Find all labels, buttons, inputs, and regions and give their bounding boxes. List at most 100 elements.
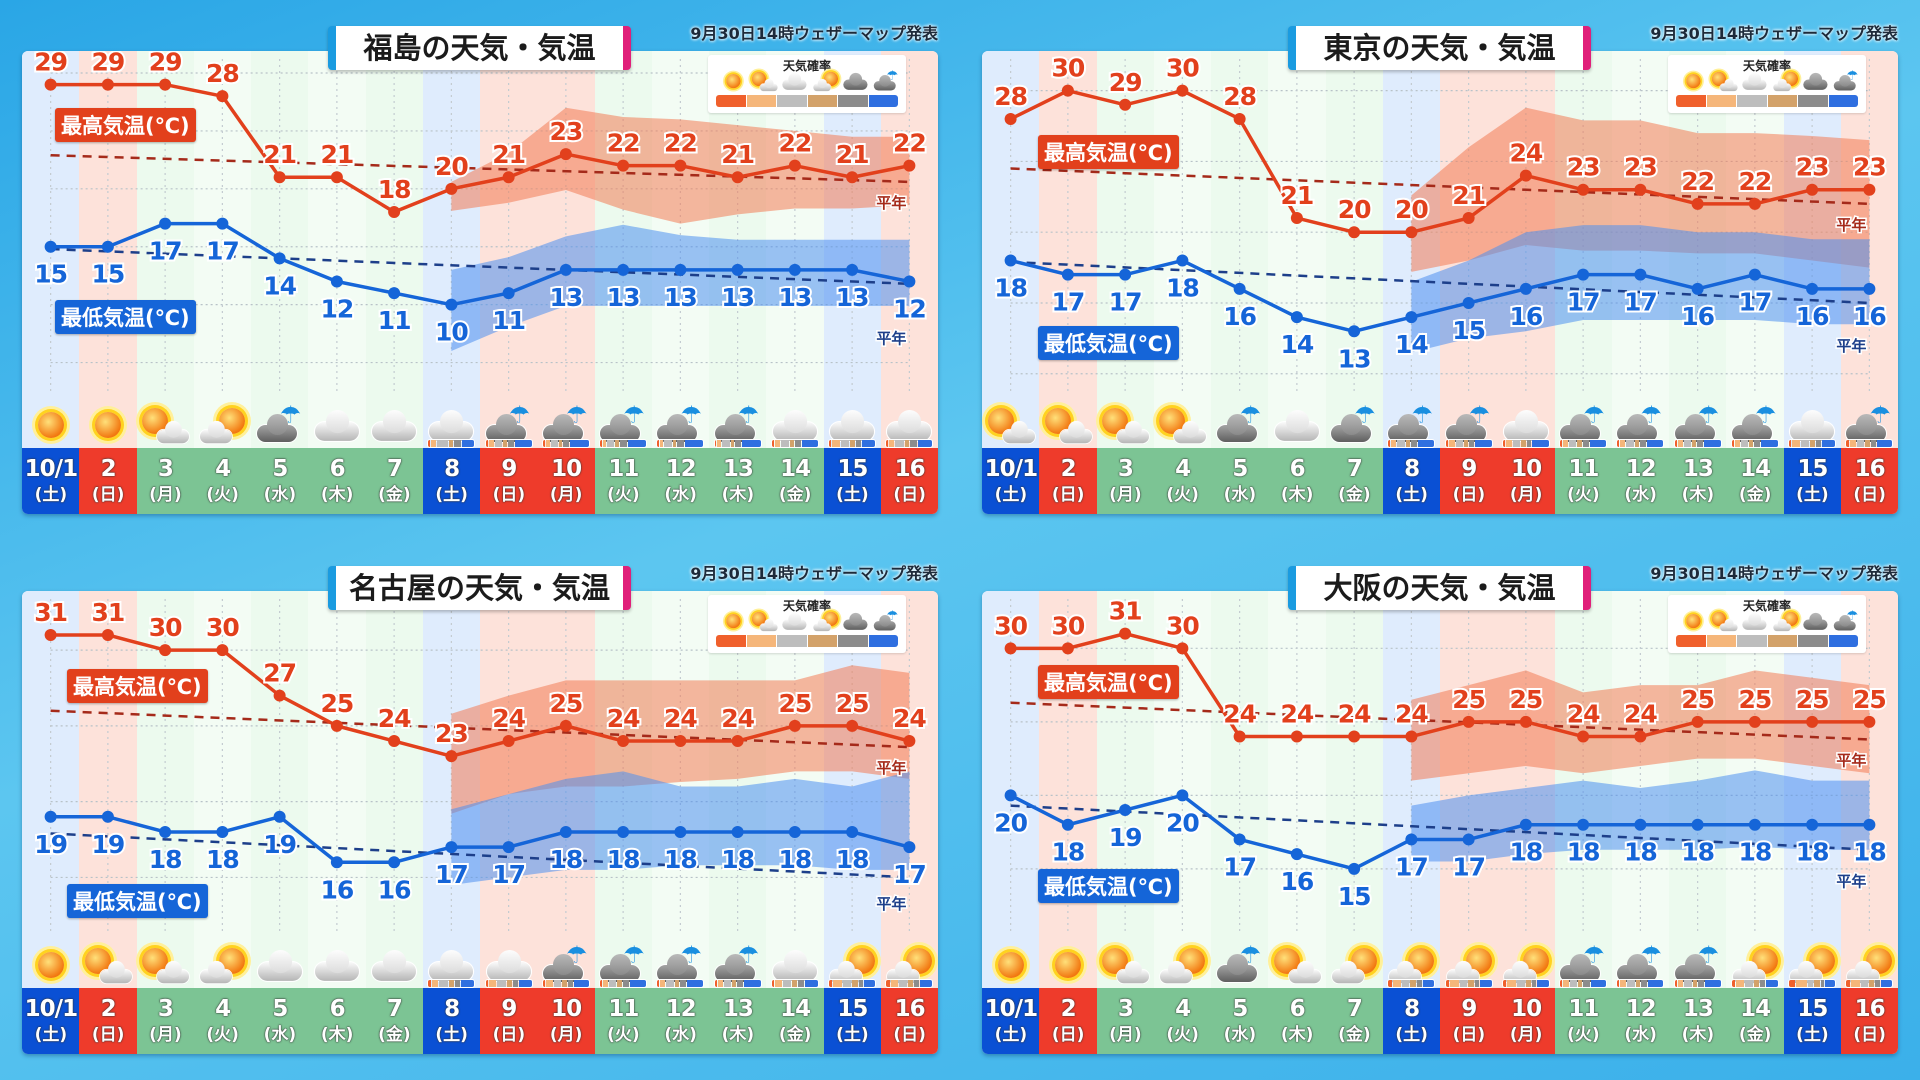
weather-icon-cloud-sun (1326, 943, 1382, 987)
high-temp-line (1009, 88, 1870, 234)
weather-icon-rain: ☂ (1326, 403, 1382, 447)
issued-time: 9月30日14時ウェザーマップ発表 (690, 24, 938, 43)
date-cell: 4 (火) (193, 988, 252, 1054)
date-number: 10/1 (984, 456, 1038, 482)
chart-card: 平年 平年 28 30 29 30 28 21 20 20 21 24 23 23 22 22 23 23 18 17… (982, 51, 1898, 514)
high-temp-point (330, 171, 343, 184)
date-number: 9 (501, 456, 517, 482)
probability-segment-sun-cloud (775, 980, 782, 987)
date-number: 2 (1060, 456, 1077, 482)
date-weekday: (土) (1395, 485, 1428, 505)
low-temp-point (1004, 789, 1017, 802)
low-temp-label: 16 (320, 875, 353, 904)
high-temp-point (1119, 98, 1132, 111)
umbrella-icon: ☂ (1869, 401, 1891, 429)
date-number: 11 (608, 456, 639, 482)
cloud-icon (1719, 618, 1738, 632)
date-cell: 10/1 (土) (982, 448, 1040, 514)
rain-cloud-icon (600, 954, 641, 982)
high-temp-point (101, 628, 114, 641)
sun-icon (1711, 611, 1726, 627)
legend-swatch-cloud (777, 95, 807, 107)
date-cell: 5 (水) (1211, 988, 1269, 1054)
legend-icon-rain: ☂ (871, 69, 898, 91)
sun-icon (1044, 408, 1071, 434)
high-temp-point (1405, 730, 1418, 743)
high-temp-point (388, 205, 401, 218)
date-cell: 11 (火) (594, 448, 653, 514)
cloud-icon (200, 960, 233, 984)
cloud-icon (1446, 960, 1479, 984)
high-temp-label: 23 (1853, 153, 1886, 182)
date-cell: 6 (木) (308, 988, 366, 1054)
high-temp-point (44, 628, 57, 641)
date-cell: 2 (日) (1039, 448, 1097, 514)
day-column-bg (365, 51, 424, 448)
probability-segment-sun (1789, 980, 1796, 987)
probability-segment-cloud (1569, 440, 1577, 447)
probability-segment-sun (600, 440, 602, 447)
date-cell: 13 (木) (1669, 448, 1727, 514)
low-temp-point (1748, 818, 1761, 831)
rain-cloud-icon (1216, 414, 1257, 442)
weather-probability-bar (1617, 440, 1664, 447)
date-cell: 14 (金) (1726, 988, 1784, 1054)
rain-cloud-icon (1388, 414, 1429, 442)
sun-icon (1054, 952, 1081, 978)
sun-icon (823, 611, 838, 627)
date-cell: 15 (土) (823, 988, 882, 1054)
probability-segment-dark-cloud (1582, 440, 1589, 447)
high-temp-point (1348, 730, 1361, 743)
high-temp-label: 24 (1624, 700, 1657, 729)
probability-segment-sun-cloud (660, 980, 666, 987)
probability-segment-rain (1880, 980, 1893, 987)
probability-segment-sun-cloud (1563, 980, 1569, 987)
high-temp-point (1519, 715, 1532, 728)
low-temp-point (1748, 268, 1761, 281)
umbrella-icon: ☂ (680, 941, 702, 969)
date-number: 8 (1404, 456, 1420, 482)
date-number: 12 (665, 996, 697, 1022)
high-normal-label: 平年 (876, 194, 906, 212)
weather-probability-bar (714, 980, 761, 987)
high-temp-range-band (1411, 670, 1870, 781)
date-number: 9 (1461, 996, 1477, 1022)
weather-icon-cloud (481, 943, 537, 987)
day-column-bg (308, 591, 366, 988)
high-temp-label: 30 (1166, 611, 1199, 640)
high-temp-label: 23 (1796, 153, 1829, 182)
sun-icon (987, 408, 1014, 434)
low-normal-label: 平年 (876, 329, 906, 347)
weather-probability-bar (829, 980, 876, 987)
low-temp-label: 17 (1452, 852, 1485, 881)
umbrella-icon: ☂ (1583, 401, 1605, 429)
date-number: 13 (722, 456, 754, 482)
probability-segment-rain (742, 440, 761, 447)
probability-segment-sun-cloud (489, 980, 497, 987)
weather-icon-sun-cloud (1040, 403, 1096, 447)
probability-segment-sun-cloud (546, 980, 553, 987)
probability-segment-dark-cloud (1639, 440, 1646, 447)
date-cell: 12 (水) (651, 448, 710, 514)
date-weekday: (日) (1853, 485, 1886, 505)
date-cell: 4 (火) (1153, 988, 1212, 1054)
probability-segment-dark-cloud (568, 980, 574, 987)
high-temp-point (846, 171, 859, 184)
date-number: 8 (444, 456, 460, 482)
low-temp-label: 15 (91, 260, 124, 289)
day-column-bg (79, 591, 137, 988)
high-temp-point (674, 159, 687, 172)
probability-segment-sun (1502, 980, 1507, 987)
probability-segment-dark-cloud (1410, 440, 1417, 447)
probability-segment-sun-cloud (717, 440, 722, 447)
low-temp-label: 17 (435, 860, 468, 889)
probability-segment-sun (542, 980, 546, 987)
probability-segment-sun-cloud (1734, 440, 1740, 447)
legend-icon-sun-cloud (1709, 609, 1738, 632)
low-temp-point (1405, 833, 1418, 846)
umbrella-icon: ☂ (1845, 67, 1858, 84)
high-temp-label: 31 (34, 598, 67, 627)
weather-icon-cloud (881, 403, 937, 447)
probability-segment-sun (428, 980, 431, 987)
